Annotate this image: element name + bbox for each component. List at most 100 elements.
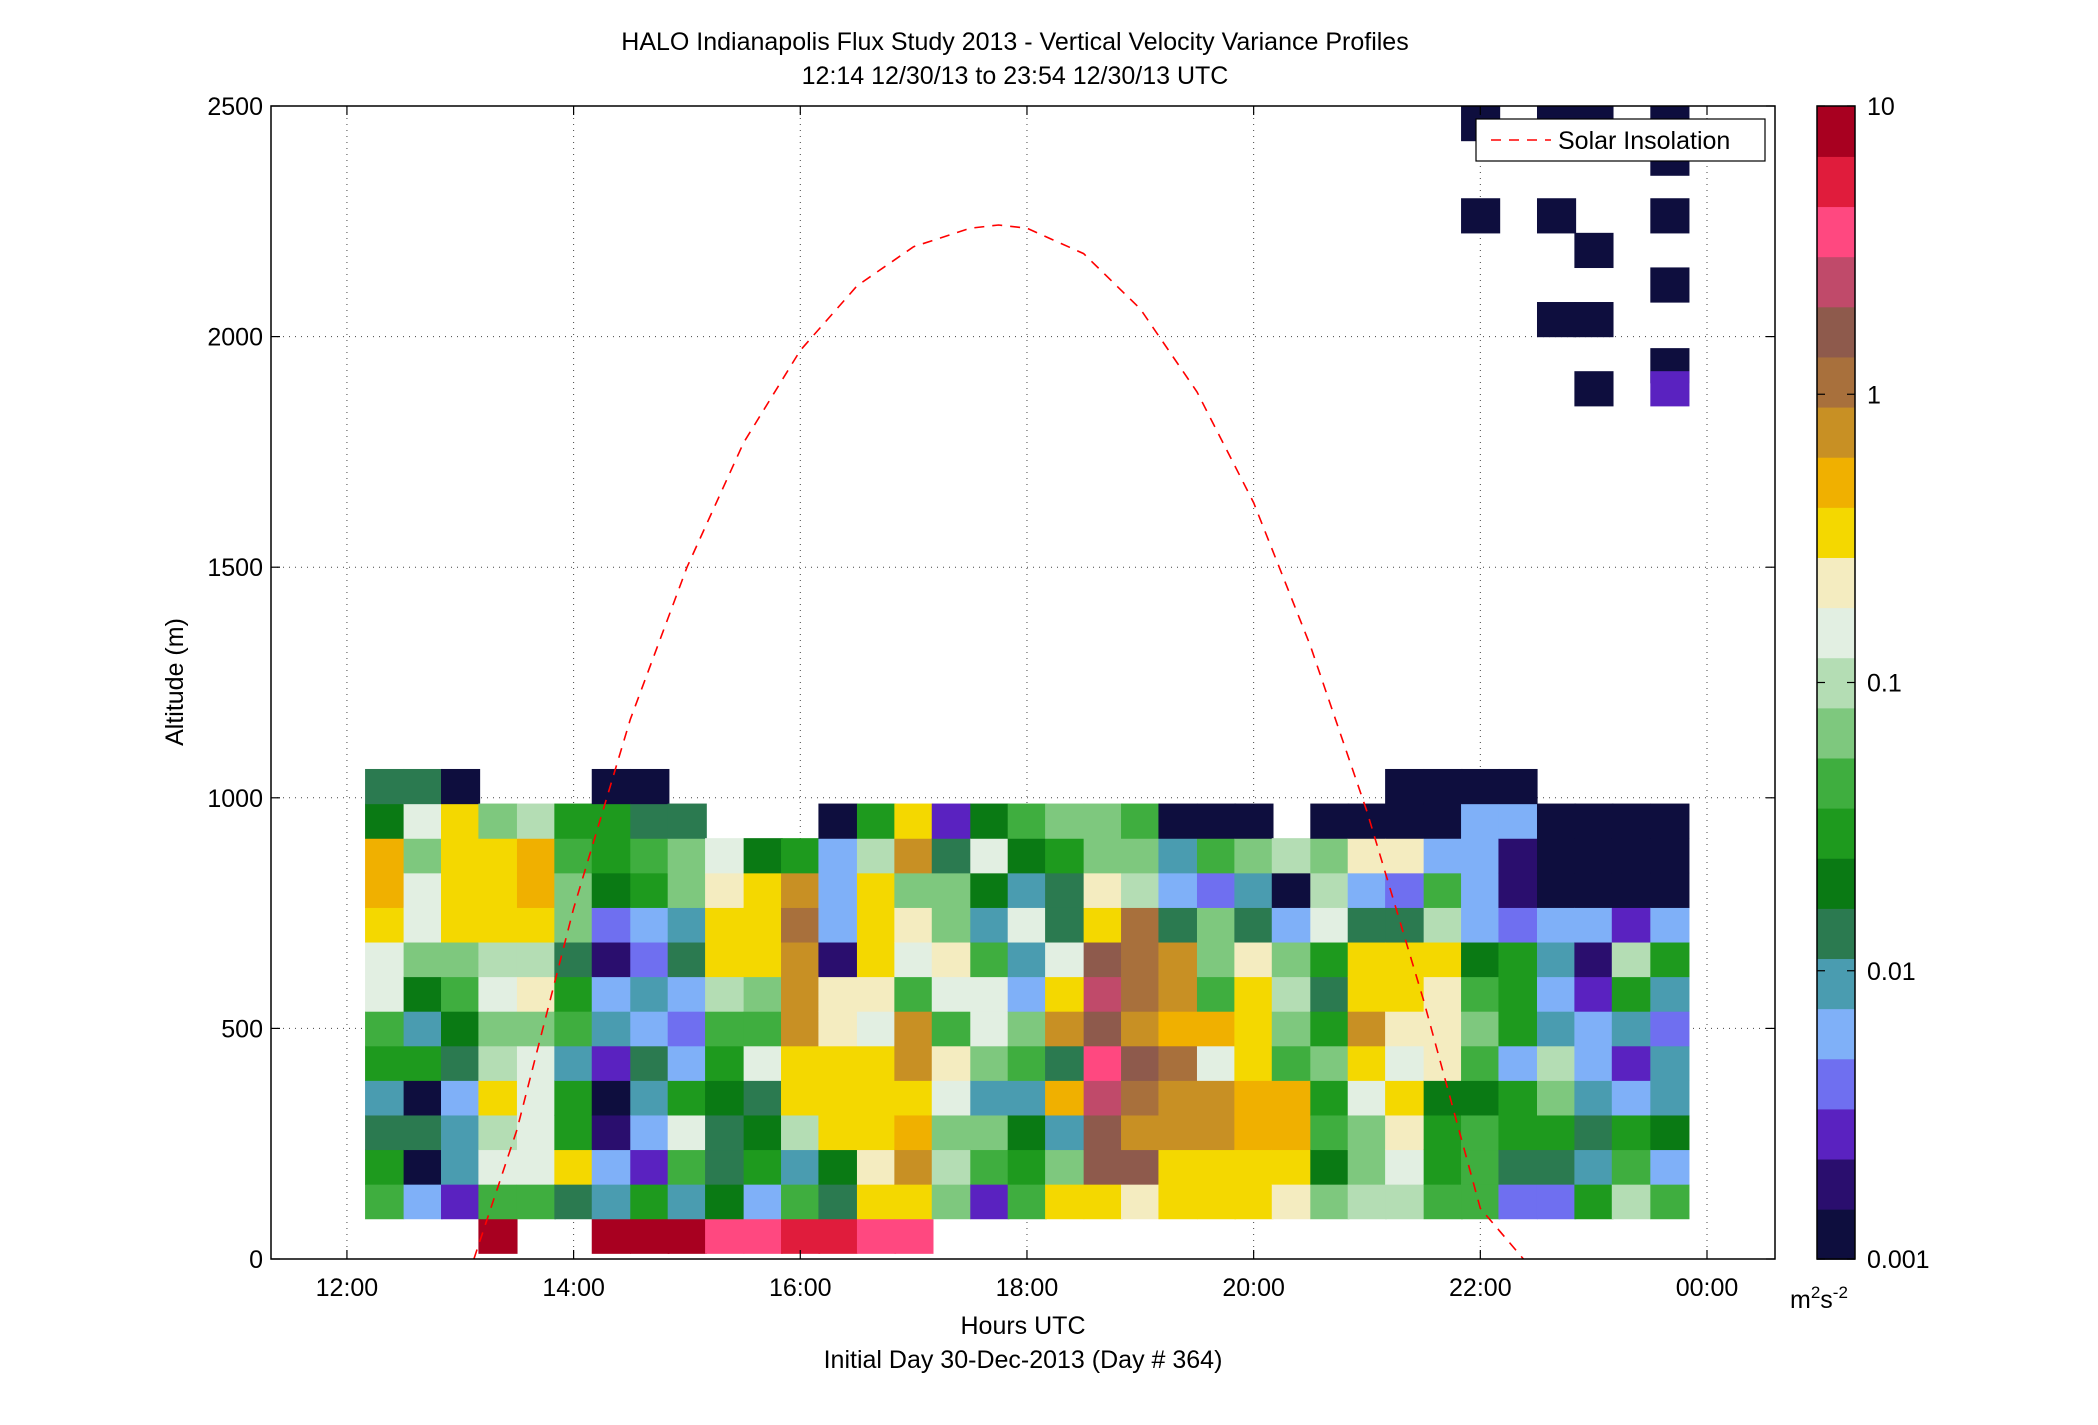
heatmap-cell xyxy=(931,1184,971,1220)
heatmap-cell xyxy=(1121,1011,1161,1047)
heatmap-cell xyxy=(931,838,971,874)
heatmap-cell xyxy=(931,941,971,978)
heatmap-cell xyxy=(1196,872,1237,908)
heatmap-cell xyxy=(1158,976,1198,1012)
heatmap-cell xyxy=(1385,768,1425,805)
heatmap-cell xyxy=(856,1184,897,1220)
heatmap-cell xyxy=(705,941,745,978)
heatmap-cell xyxy=(1347,976,1387,1012)
heatmap-cell xyxy=(554,1184,594,1220)
heatmap-cell xyxy=(1347,1045,1387,1081)
colorbar-tick-label: 0.01 xyxy=(1867,958,1916,986)
heatmap-cell xyxy=(1196,1011,1237,1047)
y-axis: 0 500 1000 1500 2000 2500 xyxy=(207,93,1775,1274)
colorbar-swatch xyxy=(1817,1108,1855,1160)
heatmap-cell xyxy=(1271,976,1311,1012)
heatmap-cell xyxy=(1347,872,1387,908)
heatmap-cell xyxy=(818,838,858,874)
heatmap-cell xyxy=(403,1080,443,1116)
heatmap-cell xyxy=(1498,941,1538,978)
heatmap-cell-upper xyxy=(1574,302,1614,338)
heatmap-cell xyxy=(1423,941,1463,978)
heatmap-cell xyxy=(931,803,971,839)
heatmap-cell xyxy=(705,1184,745,1220)
heatmap-cell xyxy=(365,768,405,805)
heatmap-cell xyxy=(1158,941,1198,978)
heatmap-cell xyxy=(781,1114,821,1151)
heatmap-cell xyxy=(1234,872,1274,908)
heatmap-cell xyxy=(441,768,481,805)
heatmap-cell xyxy=(781,1080,821,1116)
heatmap-cell xyxy=(1611,872,1651,908)
heatmap-cell xyxy=(554,1114,594,1151)
heatmap-cell xyxy=(894,976,934,1012)
heatmap-cell xyxy=(705,1218,745,1254)
heatmap-cell xyxy=(1385,872,1425,908)
heatmap-cell xyxy=(1045,838,1085,874)
colorbar-swatch xyxy=(1817,1158,1855,1210)
heatmap-cell xyxy=(781,941,821,978)
heatmap-cell xyxy=(667,941,707,978)
heatmap-cell xyxy=(1611,1184,1651,1220)
heatmap-cell xyxy=(818,941,858,978)
heatmap-cell xyxy=(1650,1080,1690,1116)
heatmap-cell xyxy=(591,941,631,978)
heatmap-cell xyxy=(1007,976,1047,1012)
heatmap-cell xyxy=(1310,838,1350,874)
heatmap-cell xyxy=(1121,976,1161,1012)
x-tick-label: 16:00 xyxy=(769,1274,832,1302)
heatmap-cell xyxy=(1536,907,1577,943)
colorbar-swatch xyxy=(1817,1008,1855,1060)
heatmap-cell xyxy=(1083,803,1123,839)
heatmap-cell xyxy=(1461,803,1501,839)
y-axis-label: Altitude (m) xyxy=(161,618,189,746)
heatmap-cell xyxy=(591,1045,631,1081)
heatmap-cell xyxy=(1385,1149,1425,1185)
heatmap-cell xyxy=(1536,1184,1577,1220)
heatmap-cell xyxy=(1045,941,1085,978)
heatmap-cell xyxy=(516,1149,557,1185)
heatmap-cell xyxy=(705,1011,745,1047)
heatmap-cell xyxy=(1196,1080,1237,1116)
colorbar-swatch xyxy=(1817,406,1855,458)
heatmap-cell xyxy=(1158,907,1198,943)
heatmap-cell xyxy=(591,1218,631,1254)
heatmap-cell xyxy=(591,976,631,1012)
heatmap-cell xyxy=(1310,976,1350,1012)
heatmap-cell xyxy=(1045,907,1085,943)
heatmap-cell xyxy=(1347,1011,1387,1047)
heatmap-cell xyxy=(856,803,897,839)
heatmap-cell xyxy=(441,1114,481,1151)
heatmap-cell xyxy=(1574,941,1614,978)
heatmap-cell xyxy=(781,976,821,1012)
heatmap-cell xyxy=(1611,1114,1651,1151)
heatmap-cell xyxy=(554,976,594,1012)
heatmap-cell xyxy=(1158,872,1198,908)
heatmap-cell xyxy=(1271,907,1311,943)
heatmap-cell xyxy=(1423,838,1463,874)
heatmap-cell xyxy=(1461,1149,1501,1185)
heatmap-cell xyxy=(856,1045,897,1081)
heatmap-cell xyxy=(1423,1080,1463,1116)
heatmap-cell xyxy=(478,838,518,874)
heatmap-cell xyxy=(1083,838,1123,874)
x-tick-label: 14:00 xyxy=(542,1274,605,1302)
heatmap-cell xyxy=(1310,1114,1350,1151)
heatmap-cell xyxy=(1347,803,1387,839)
heatmap-cell xyxy=(630,1114,670,1151)
heatmap-cell xyxy=(856,907,897,943)
heatmap-cell xyxy=(403,976,443,1012)
heatmap-cell-upper xyxy=(1574,371,1614,407)
heatmap-cell xyxy=(1083,976,1123,1012)
heatmap-cell xyxy=(516,838,557,874)
heatmap-cell xyxy=(743,1011,783,1047)
heatmap-cell xyxy=(1045,803,1085,839)
heatmap-cell xyxy=(1461,1080,1501,1116)
heatmap-cell xyxy=(1007,1149,1047,1185)
heatmap-cell xyxy=(1196,907,1237,943)
heatmap-cell xyxy=(441,976,481,1012)
heatmap-cell xyxy=(365,941,405,978)
heatmap-cell xyxy=(1347,1080,1387,1116)
x-tick-label: 00:00 xyxy=(1676,1274,1739,1302)
heatmap-cell xyxy=(667,838,707,874)
